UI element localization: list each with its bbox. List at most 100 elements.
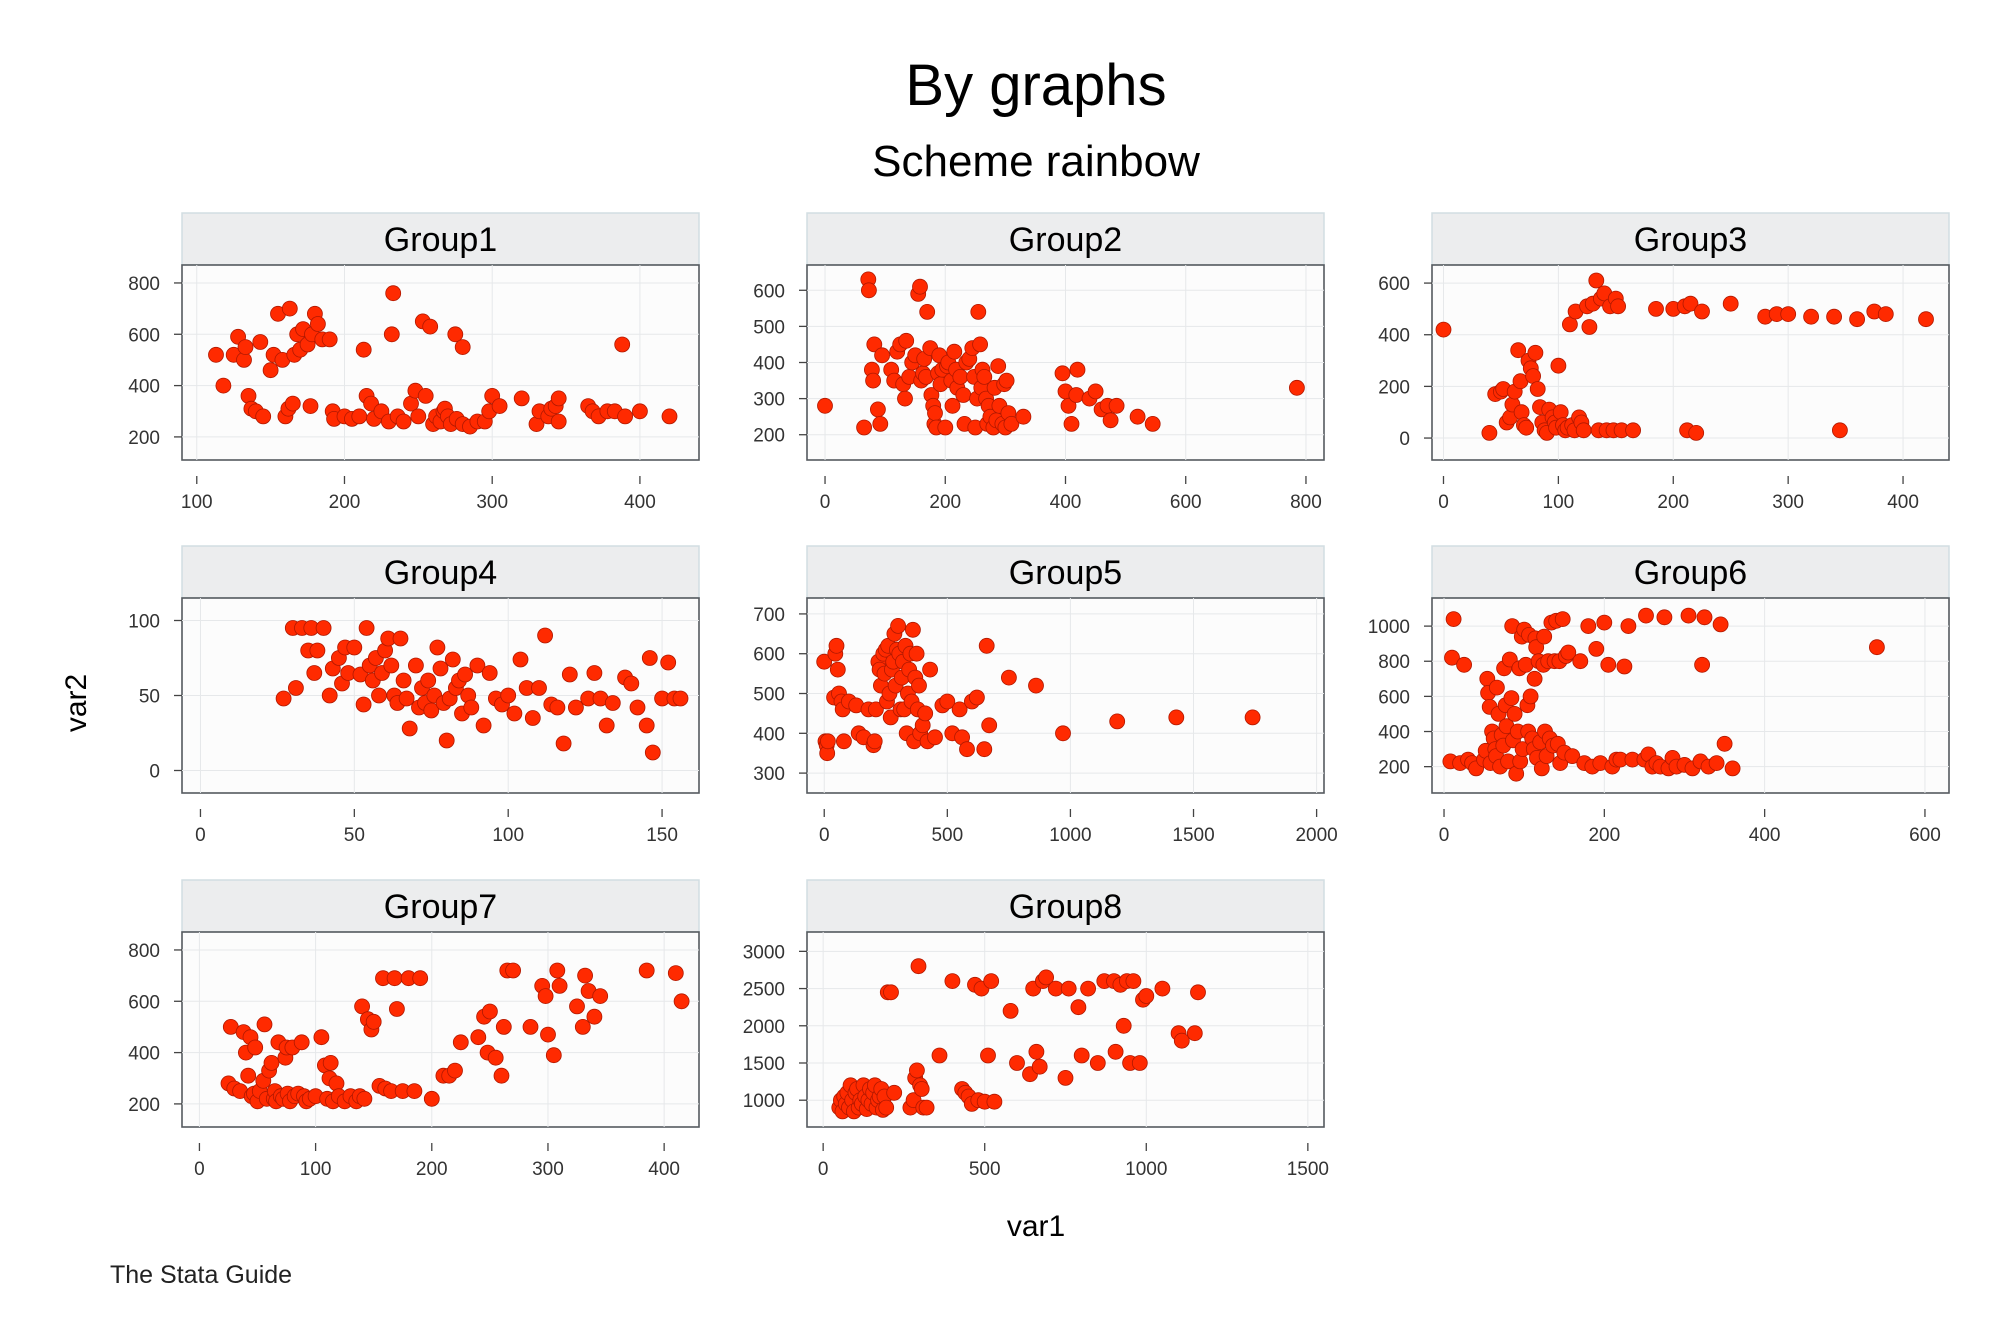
x-tick-label: 1000 [1125,1159,1167,1180]
data-point [983,973,1000,989]
data-point [1832,422,1848,439]
data-point [358,620,375,636]
data-point [955,387,972,403]
data-point [550,390,567,407]
y-tick-label: 300 [753,764,785,785]
data-point [1526,670,1543,687]
data-point [574,1019,591,1035]
y-tick-label: 500 [753,685,785,706]
data-point [481,665,498,681]
data-point [1696,609,1713,626]
data-point [410,408,427,425]
data-point [890,618,906,634]
data-point [262,362,279,379]
y-tick-label: 0 [149,762,160,783]
data-point [208,346,224,363]
data-point [1444,649,1460,666]
x-tick-label: 200 [1588,825,1620,846]
data-point [1580,618,1597,634]
data-point [1109,713,1126,730]
x-tick-label: 300 [476,492,508,513]
data-point [632,403,648,420]
y-tick-label: 50 [139,687,160,708]
data-point [1070,999,1087,1016]
data-point [388,1001,405,1017]
data-point [1600,656,1617,673]
data-point [512,651,529,668]
data-point [500,687,517,704]
data-point [910,958,927,975]
data-point [412,970,429,987]
data-point [1849,311,1865,328]
data-point [913,1081,930,1097]
data-point [371,687,387,704]
data-point [505,962,521,979]
data-point [537,988,554,1004]
data-point [487,1049,504,1066]
data-point [313,1029,330,1046]
data-point [1063,415,1080,432]
x-tick-label: 200 [1657,492,1689,513]
panel-group2: Group2 200 300 400 500 600 0 200 400 600 800 [753,212,1325,513]
chart-note: The Stata Guide [110,1261,292,1289]
data-point [917,705,934,722]
panel-group8: Group8 1000 1500 2000 2500 3000 0 500 1000 1500 [743,879,1329,1180]
panel-title: Group1 [384,221,497,259]
data-point [1087,383,1104,400]
data-point [1826,308,1842,325]
data-point [1625,422,1641,439]
data-point [1190,984,1206,1001]
data-point [491,398,508,415]
y-tick-label: 700 [753,605,785,626]
data-point [1550,357,1567,374]
data-point [569,998,585,1015]
data-point [275,690,292,707]
data-point [911,677,927,694]
data-point [866,336,883,353]
x-tick-label: 400 [624,492,656,513]
data-point [919,303,936,320]
data-point [874,347,890,364]
data-point [817,397,833,414]
data-point [1588,272,1605,289]
panel-strip [1431,212,1950,266]
data-point [1918,311,1934,328]
chart-title: By graphs [905,53,1166,118]
data-point [255,408,272,425]
data-point [672,690,689,707]
data-point [586,1008,603,1025]
y-tick-label: 500 [753,317,785,338]
data-point [470,1029,487,1046]
data-point [551,978,568,994]
data-point [1073,1047,1090,1064]
data-point [383,326,400,343]
x-axis-title: var1 [1007,1210,1065,1243]
data-point [1708,755,1725,771]
data-point [540,1026,556,1043]
data-point [568,699,584,716]
data-point [1510,342,1527,359]
y-tick-label: 600 [753,281,785,302]
y-tick-label: 0 [1399,429,1410,450]
y-tick-label: 800 [1378,652,1410,673]
data-point [1554,611,1571,627]
data-point [1001,669,1017,686]
data-point [1435,321,1452,338]
x-tick-label: 100 [181,492,213,513]
data-point [355,341,372,358]
data-point [447,1062,463,1079]
data-point [908,645,925,662]
data-point [493,1067,510,1084]
panel-group5: Group5 300 400 500 600 700 0 500 1000 1500 2000 [753,545,1338,846]
chart-subtitle: Scheme rainbow [872,137,1200,186]
y-tick-label: 200 [753,426,785,447]
data-point [1060,397,1077,414]
data-point [937,419,954,436]
data-point [1724,760,1741,777]
data-point [1055,725,1071,742]
data-point [986,1093,1003,1110]
panel-title: Group6 [1634,554,1747,592]
data-point [1244,709,1261,726]
data-point [828,637,845,654]
data-point [531,680,547,696]
